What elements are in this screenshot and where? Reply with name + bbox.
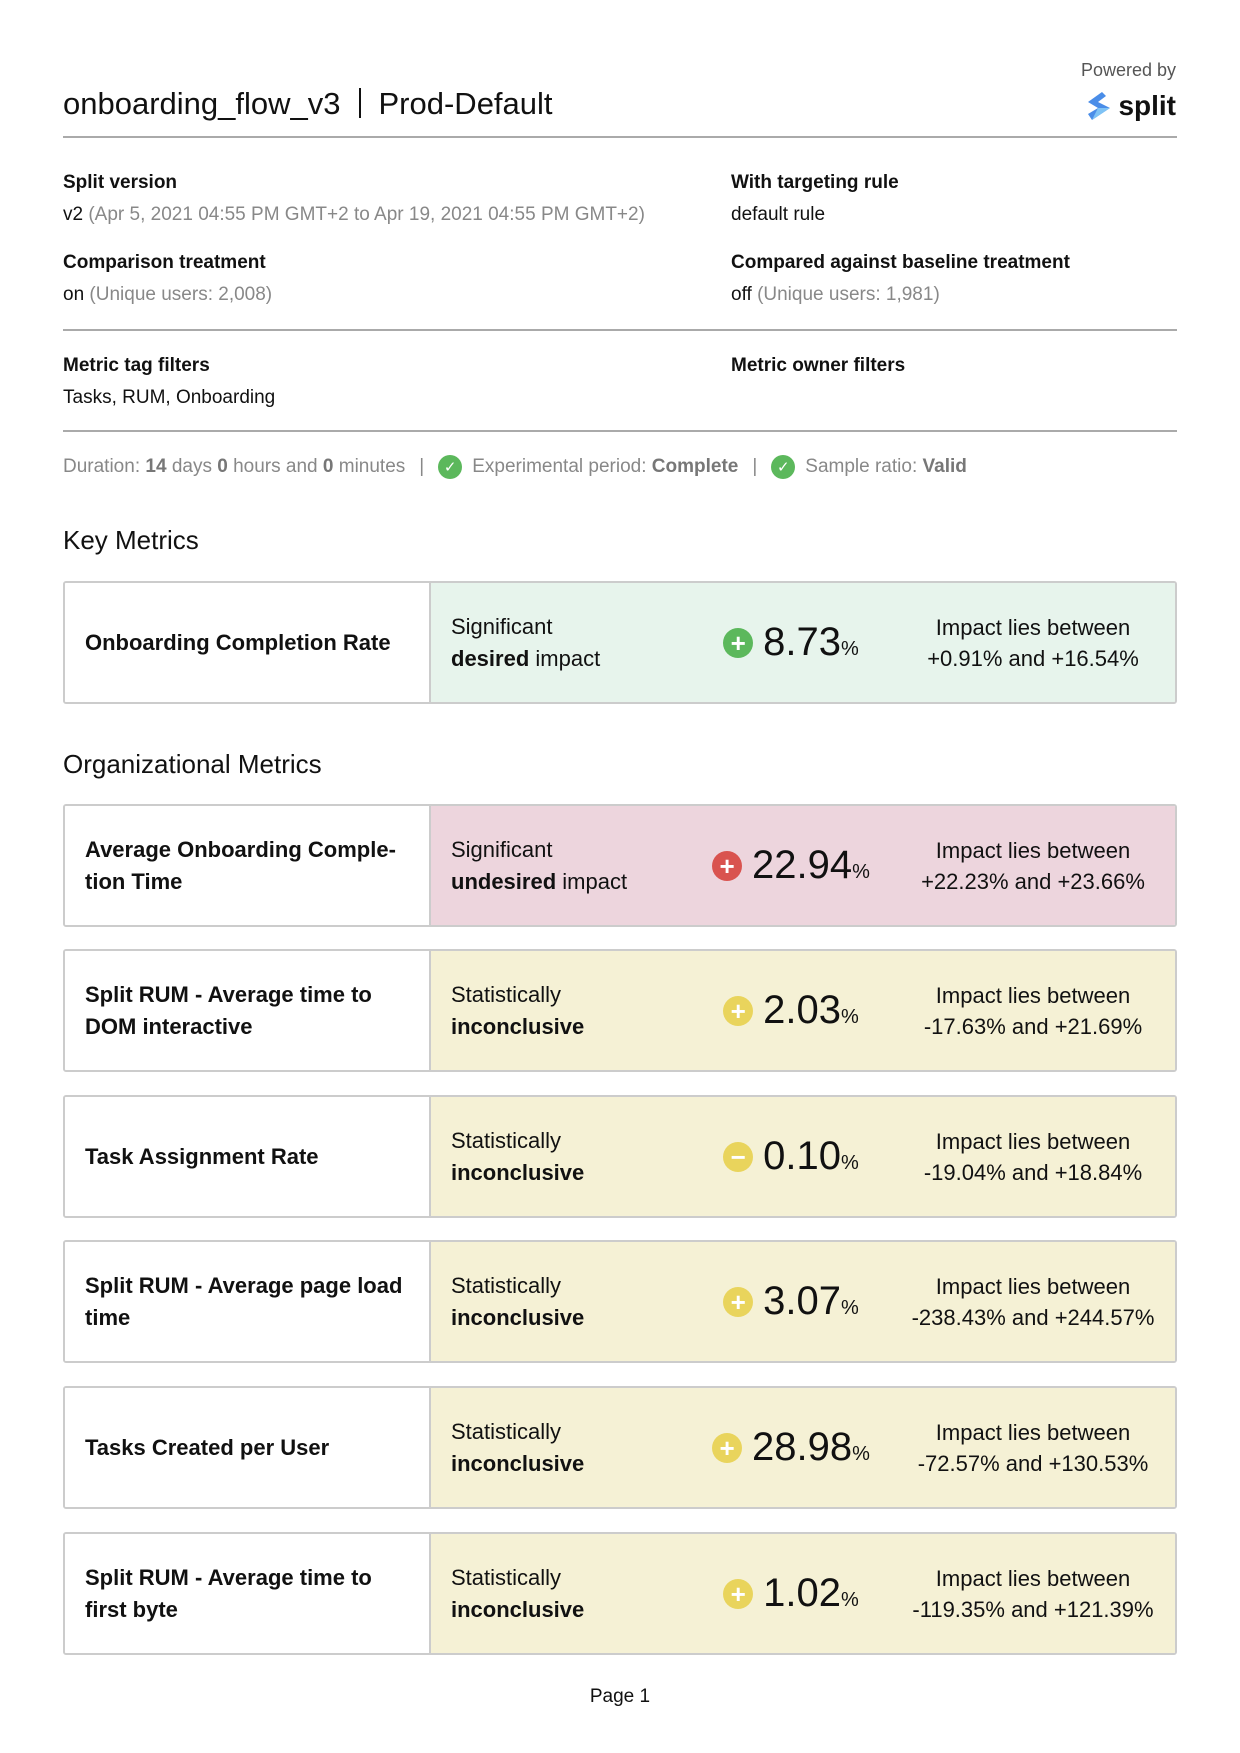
info-divider <box>63 329 1177 331</box>
metric-result: Significant undesired impact +22.94% Impa… <box>431 806 1175 925</box>
metric-result: Significant desired impact +8.73% Impact … <box>431 583 1175 702</box>
impact-range: Impact lies between -238.43% and +244.57% <box>911 1273 1155 1330</box>
split-logo: split <box>1084 90 1176 122</box>
metric-result: Statistically inconclusive +1.02% Impact … <box>431 1534 1175 1653</box>
metric-tag-filters: Metric tag filters Tasks, RUM, Onboardin… <box>63 355 276 408</box>
metric-card: Onboarding Completion Rate Significant de… <box>63 581 1177 704</box>
metric-card: Task Assignment Rate Statistically inconc… <box>63 1095 1177 1218</box>
significance-text: Statistically inconclusive <box>451 1272 585 1330</box>
metric-name: Split RUM - Average time to DOM interact… <box>65 951 431 1070</box>
metric-card: Split RUM - Average page load time Stati… <box>63 1240 1177 1363</box>
title-divider <box>358 88 361 118</box>
separator: | <box>752 456 758 477</box>
status-bar: Duration: 14 days 0 hours and 0 minutes … <box>63 455 967 479</box>
metric-name: Average Onboarding Comple-tion Time <box>65 806 431 925</box>
check-circle-icon: ✓ <box>438 455 463 479</box>
sample-ratio: Sample ratio: Valid <box>805 456 967 477</box>
key-metrics-heading: Key Metrics <box>63 525 199 555</box>
impact-range: Impact lies between -17.63% and +21.69% <box>923 982 1143 1039</box>
metric-card: Split RUM - Average time to first byte S… <box>63 1532 1177 1655</box>
plus-circle-icon: + <box>723 995 754 1026</box>
significance-text: Significant desired impact <box>451 613 601 671</box>
significance-text: Significant undesired impact <box>451 836 628 894</box>
minus-circle-icon: − <box>723 1141 754 1172</box>
significance-text: Statistically inconclusive <box>451 1564 585 1622</box>
metric-result: Statistically inconclusive −0.10% Impact … <box>431 1097 1175 1216</box>
impact-value: +3.07% <box>691 1279 891 1324</box>
impact-value: +28.98% <box>691 1425 891 1470</box>
impact-value: −0.10% <box>691 1134 891 1179</box>
comparison-treatment: Comparison treatment on (Unique users: 2… <box>63 252 273 305</box>
metric-result: Statistically inconclusive +2.03% Impact … <box>431 951 1175 1070</box>
report-title: onboarding_flow_v3 Prod-Default <box>63 86 553 122</box>
header-divider <box>63 136 1177 138</box>
metric-owner-filters: Metric owner filters <box>731 355 906 376</box>
metric-card: Split RUM - Average time to DOM interact… <box>63 949 1177 1072</box>
targeting-rule: With targeting rule default rule <box>731 172 899 225</box>
significance-text: Statistically inconclusive <box>451 1418 585 1476</box>
metric-result: Statistically inconclusive +28.98% Impact… <box>431 1388 1175 1507</box>
filters-divider <box>63 430 1177 432</box>
metric-name: Split RUM - Average page load time <box>65 1242 431 1361</box>
separator: | <box>419 456 425 477</box>
significance-text: Statistically inconclusive <box>451 1127 585 1185</box>
baseline-treatment: Compared against baseline treatment off … <box>731 252 1070 305</box>
split-logo-icon <box>1088 92 1111 120</box>
plus-circle-icon: + <box>712 1432 743 1463</box>
duration: Duration: 14 days 0 hours and 0 minutes <box>63 456 406 477</box>
environment-name: Prod-Default <box>378 86 553 121</box>
metric-card: Tasks Created per User Statistically inco… <box>63 1386 1177 1509</box>
impact-value: +1.02% <box>691 1571 891 1616</box>
impact-range: Impact lies between -19.04% and +18.84% <box>923 1128 1143 1185</box>
metric-card: Average Onboarding Comple-tion Time Sign… <box>63 804 1177 927</box>
split-version: Split version v2 (Apr 5, 2021 04:55 PM G… <box>63 172 645 225</box>
impact-value: +8.73% <box>691 620 891 665</box>
metric-name: Task Assignment Rate <box>65 1097 431 1216</box>
impact-value: +22.94% <box>691 843 891 888</box>
impact-value: +2.03% <box>691 988 891 1033</box>
plus-circle-icon: + <box>723 627 754 658</box>
metric-name: Split RUM - Average time to first byte <box>65 1534 431 1653</box>
metric-result: Statistically inconclusive +3.07% Impact … <box>431 1242 1175 1361</box>
metric-name: Onboarding Completion Rate <box>65 583 431 702</box>
impact-range: Impact lies between +22.23% and +23.66% <box>921 837 1145 894</box>
impact-range: Impact lies between -119.35% and +121.39% <box>912 1565 1154 1622</box>
split-name: onboarding_flow_v3 <box>63 86 341 121</box>
significance-text: Statistically inconclusive <box>451 981 585 1039</box>
impact-range: Impact lies between -72.57% and +130.53% <box>917 1419 1149 1476</box>
metric-name: Tasks Created per User <box>65 1388 431 1507</box>
experimental-period: Experimental period: Complete <box>472 456 739 477</box>
org-metrics-heading: Organizational Metrics <box>63 749 322 779</box>
page-number: Page 1 <box>589 1686 651 1707</box>
plus-circle-icon: + <box>723 1578 754 1609</box>
plus-circle-icon: + <box>712 850 743 881</box>
impact-range: Impact lies between +0.91% and +16.54% <box>927 614 1139 671</box>
check-circle-icon: ✓ <box>771 455 796 479</box>
powered-by: Powered by <box>1080 60 1176 80</box>
plus-circle-icon: + <box>723 1286 754 1317</box>
